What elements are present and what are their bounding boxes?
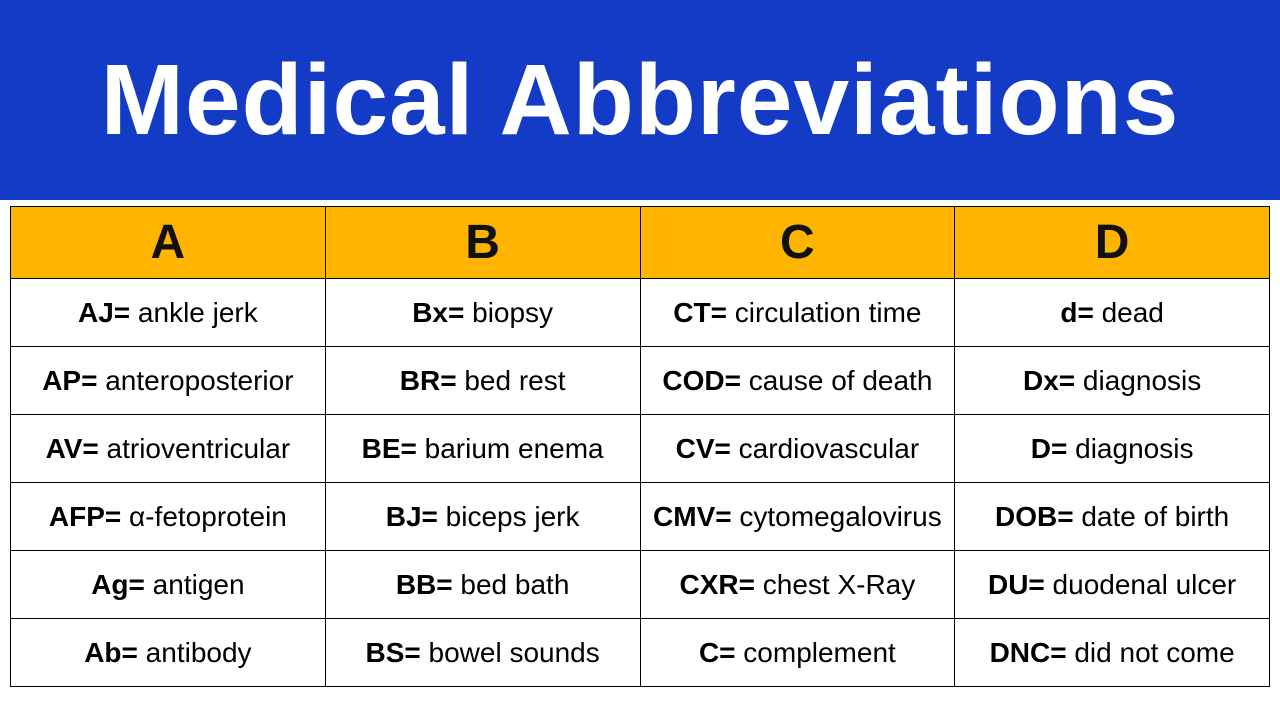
- table-cell: COD= cause of death: [640, 347, 955, 415]
- table-cell: Bx= biopsy: [325, 279, 640, 347]
- page-title-banner: Medical Abbreviations: [0, 0, 1280, 200]
- def-text: did not come: [1067, 637, 1235, 668]
- table-cell: BS= bowel sounds: [325, 619, 640, 687]
- abbr-text: DNC=: [990, 637, 1067, 668]
- abbr-text: DOB=: [995, 501, 1074, 532]
- abbr-text: BR=: [400, 365, 457, 396]
- def-text: complement: [736, 637, 896, 668]
- def-text: antibody: [138, 637, 252, 668]
- table-row: Ag= antigenBB= bed bathCXR= chest X-RayD…: [11, 551, 1270, 619]
- def-text: barium enema: [417, 433, 604, 464]
- abbr-text: Dx=: [1023, 365, 1075, 396]
- abbr-text: COD=: [662, 365, 741, 396]
- def-text: cytomegalovirus: [732, 501, 942, 532]
- col-header-b: B: [325, 207, 640, 279]
- table-cell: C= complement: [640, 619, 955, 687]
- def-text: α-fetoprotein: [121, 501, 287, 532]
- table-cell: BR= bed rest: [325, 347, 640, 415]
- abbr-text: CT=: [673, 297, 727, 328]
- def-text: anteroposterior: [97, 365, 293, 396]
- table-cell: AP= anteroposterior: [11, 347, 326, 415]
- abbr-text: Ab=: [84, 637, 138, 668]
- abbr-text: AFP=: [49, 501, 121, 532]
- def-text: bed rest: [457, 365, 566, 396]
- col-header-c: C: [640, 207, 955, 279]
- table-cell: Ab= antibody: [11, 619, 326, 687]
- def-text: dead: [1094, 297, 1164, 328]
- abbr-text: Ag=: [91, 569, 145, 600]
- table-header-row: A B C D: [11, 207, 1270, 279]
- def-text: diagnosis: [1075, 365, 1201, 396]
- def-text: bowel sounds: [421, 637, 600, 668]
- table-cell: DU= duodenal ulcer: [955, 551, 1270, 619]
- table-row: Ab= antibodyBS= bowel soundsC= complemen…: [11, 619, 1270, 687]
- abbr-text: BB=: [396, 569, 453, 600]
- table-cell: DOB= date of birth: [955, 483, 1270, 551]
- table-cell: AFP= α-fetoprotein: [11, 483, 326, 551]
- def-text: atrioventricular: [99, 433, 290, 464]
- table-row: AJ= ankle jerkBx= biopsyCT= circulation …: [11, 279, 1270, 347]
- abbr-text: CV=: [676, 433, 731, 464]
- table-cell: D= diagnosis: [955, 415, 1270, 483]
- def-text: diagnosis: [1067, 433, 1193, 464]
- table-cell: DNC= did not come: [955, 619, 1270, 687]
- abbr-text: BJ=: [386, 501, 438, 532]
- abbr-text: C=: [699, 637, 736, 668]
- table-row: AV= atrioventricularBE= barium enemaCV= …: [11, 415, 1270, 483]
- page-title: Medical Abbreviations: [101, 44, 1180, 156]
- abbr-text: CXR=: [680, 569, 755, 600]
- def-text: cardiovascular: [731, 433, 919, 464]
- def-text: circulation time: [727, 297, 922, 328]
- abbr-text: Bx=: [412, 297, 464, 328]
- abbr-text: AJ=: [78, 297, 130, 328]
- def-text: date of birth: [1074, 501, 1230, 532]
- abbr-text: CMV=: [653, 501, 732, 532]
- table-row: AP= anteroposteriorBR= bed restCOD= caus…: [11, 347, 1270, 415]
- table-cell: BB= bed bath: [325, 551, 640, 619]
- def-text: biceps jerk: [438, 501, 580, 532]
- abbr-text: BE=: [362, 433, 417, 464]
- table-row: AFP= α-fetoproteinBJ= biceps jerkCMV= cy…: [11, 483, 1270, 551]
- abbr-text: d=: [1060, 297, 1093, 328]
- abbr-text: DU=: [988, 569, 1045, 600]
- col-header-d: D: [955, 207, 1270, 279]
- def-text: duodenal ulcer: [1045, 569, 1236, 600]
- abbreviations-table: A B C D AJ= ankle jerkBx= biopsyCT= circ…: [10, 206, 1270, 687]
- def-text: antigen: [145, 569, 245, 600]
- table-cell: CV= cardiovascular: [640, 415, 955, 483]
- table-cell: BE= barium enema: [325, 415, 640, 483]
- table-cell: CMV= cytomegalovirus: [640, 483, 955, 551]
- def-text: chest X-Ray: [755, 569, 915, 600]
- def-text: bed bath: [453, 569, 570, 600]
- def-text: biopsy: [464, 297, 553, 328]
- table-cell: BJ= biceps jerk: [325, 483, 640, 551]
- abbr-text: BS=: [365, 637, 420, 668]
- def-text: ankle jerk: [130, 297, 258, 328]
- table-cell: Dx= diagnosis: [955, 347, 1270, 415]
- abbr-text: AP=: [42, 365, 97, 396]
- table-cell: CT= circulation time: [640, 279, 955, 347]
- table-cell: AV= atrioventricular: [11, 415, 326, 483]
- table-cell: CXR= chest X-Ray: [640, 551, 955, 619]
- table-cell: Ag= antigen: [11, 551, 326, 619]
- table-body: AJ= ankle jerkBx= biopsyCT= circulation …: [11, 279, 1270, 687]
- abbr-text: AV=: [46, 433, 99, 464]
- def-text: cause of death: [741, 365, 932, 396]
- table-cell: AJ= ankle jerk: [11, 279, 326, 347]
- col-header-a: A: [11, 207, 326, 279]
- table-container: A B C D AJ= ankle jerkBx= biopsyCT= circ…: [0, 200, 1280, 697]
- abbr-text: D=: [1031, 433, 1068, 464]
- table-cell: d= dead: [955, 279, 1270, 347]
